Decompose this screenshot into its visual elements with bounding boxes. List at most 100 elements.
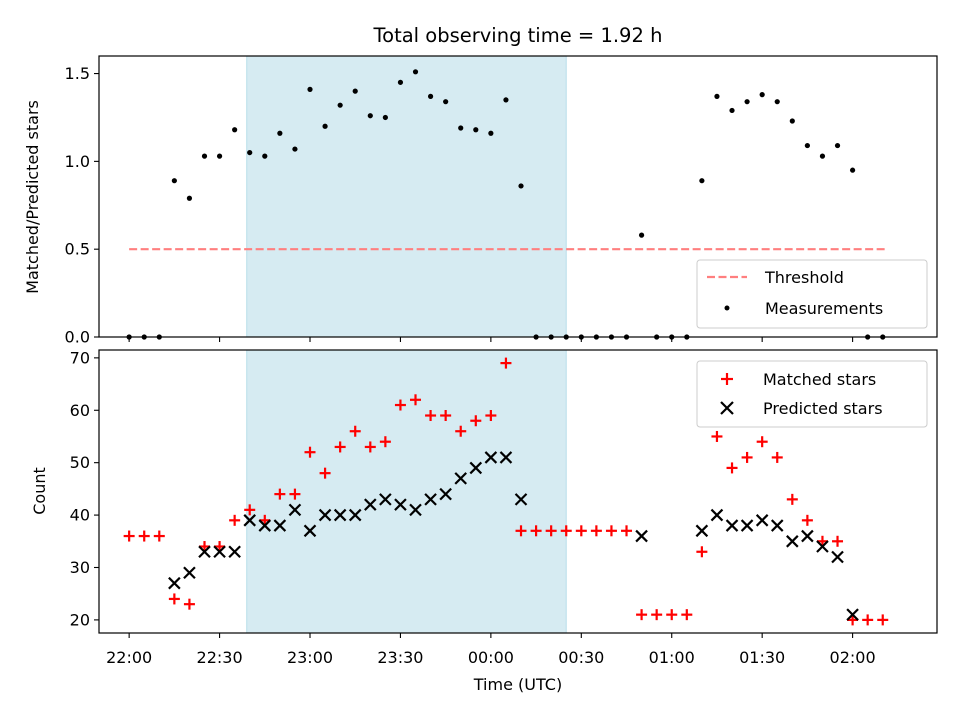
measurement-point — [412, 69, 419, 75]
matched-star-point — [756, 436, 768, 448]
predicted-star-point — [243, 514, 256, 527]
predicted-star-point — [786, 535, 799, 548]
matched-star-point — [470, 415, 482, 427]
matched-star-point — [485, 410, 497, 422]
predicted-star-point — [333, 508, 347, 522]
bottom-axes-frame — [98, 349, 938, 634]
matched-star-point — [681, 609, 693, 621]
measurement-point — [352, 88, 358, 94]
bottom-y-tick-label: 20 — [70, 610, 90, 629]
matched-star-point — [605, 525, 617, 537]
predicted-star-point — [439, 487, 452, 501]
predicted-star-point — [725, 519, 739, 532]
measurement-point — [337, 102, 343, 108]
x-tick-label: 23:30 — [377, 648, 423, 667]
measurement-point — [367, 113, 373, 119]
predicted-star-point — [409, 503, 422, 517]
bottom-y-tick-label: 50 — [70, 453, 90, 472]
measurement-point — [774, 99, 780, 105]
x-tick-label: 00:00 — [468, 648, 514, 667]
top-y-tick-label: 0.5 — [65, 240, 90, 259]
matched-star-point — [123, 530, 135, 542]
measurement-point — [292, 146, 298, 152]
matched-star-point — [726, 462, 738, 474]
matched-star-point — [168, 593, 180, 605]
matched-star-point — [379, 436, 391, 448]
measurement-point — [804, 142, 810, 149]
legend-matched-marker — [721, 373, 733, 385]
measurement-point — [744, 99, 750, 105]
predicted-star-point — [816, 540, 829, 553]
x-tick-label: 22:30 — [197, 648, 243, 667]
matched-star-point — [816, 535, 828, 547]
legend-predicted-marker — [720, 401, 734, 415]
matched-star-point — [515, 525, 527, 537]
predicted-star-point — [258, 519, 272, 532]
matched-star-point — [711, 430, 723, 442]
bottom-observing-window — [246, 349, 567, 634]
measurement-point — [699, 178, 705, 184]
top-legend: Threshold Measurements — [696, 259, 928, 329]
predicted-star-point — [379, 493, 392, 506]
measurement-point — [473, 127, 479, 133]
matched-star-point — [199, 541, 211, 553]
matched-star-point — [590, 525, 602, 537]
measurement-point — [503, 97, 509, 103]
bottom-panel: 20 30 40 50 60 70 22:00 22:30 23:00 23:30 00:00 00… — [30, 348, 938, 694]
measurement-point — [834, 142, 841, 149]
bottom-x-ticks: 22:00 22:30 23:00 23:30 00:00 00:30 01:00 01:30… — [106, 633, 876, 667]
bottom-y-axis-label: Count — [30, 467, 49, 515]
matched-star-point — [651, 609, 663, 621]
matched-star-point — [575, 525, 587, 537]
matched-star-point — [304, 446, 316, 458]
predicted-star-point — [635, 529, 648, 543]
top-axes-frame — [98, 55, 938, 338]
matched-star-point — [153, 530, 165, 542]
predicted-star-point — [695, 524, 709, 538]
bottom-y-ticks: 20 30 40 50 60 70 — [70, 348, 99, 629]
measurement-point — [819, 153, 826, 159]
measurement-point — [427, 93, 434, 99]
measurement-point — [186, 195, 193, 201]
matched-star-point — [832, 535, 844, 547]
matched-star-point — [877, 614, 889, 626]
measurement-point — [201, 153, 208, 159]
predicted-star-point — [424, 493, 437, 506]
predicted-star-point — [740, 519, 754, 532]
measurement-point — [307, 86, 313, 92]
predicted-star-point — [168, 576, 181, 590]
predicted-star-point — [303, 524, 317, 538]
predicted-star-point — [228, 545, 241, 559]
predicted-star-point — [394, 498, 407, 511]
matched-star-point — [364, 441, 376, 453]
measurement-point — [638, 232, 645, 238]
matched-star-point — [696, 546, 708, 558]
count-points — [123, 357, 889, 626]
top-y-tick-label: 1.0 — [65, 152, 90, 171]
matched-star-point — [636, 609, 648, 621]
matched-star-point — [801, 514, 813, 526]
matched-star-point — [847, 614, 859, 626]
bottom-legend-box — [696, 360, 928, 428]
matched-star-point — [786, 493, 798, 505]
measurement-point — [759, 92, 765, 98]
legend-predicted-label: Predicted stars — [763, 399, 883, 418]
matched-star-point — [410, 394, 422, 406]
matched-star-point — [440, 410, 452, 422]
predicted-star-point — [469, 461, 483, 475]
top-panel: 0.0 0.5 1.0 1.5 Total observing time = 1.92… — [23, 24, 938, 347]
predicted-star-point — [514, 493, 528, 506]
x-tick-label: 00:30 — [558, 648, 604, 667]
matched-star-point — [545, 525, 557, 537]
measurement-point — [397, 79, 404, 85]
predicted-star-point — [801, 529, 814, 543]
measurement-point — [232, 127, 238, 133]
predicted-star-point — [831, 550, 844, 564]
measurement-point — [458, 125, 464, 131]
predicted-star-point — [499, 451, 513, 464]
bottom-y-tick-label: 70 — [70, 348, 90, 367]
predicted-star-point — [198, 545, 211, 559]
matched-star-point — [349, 425, 361, 437]
predicted-star-point — [454, 472, 468, 485]
